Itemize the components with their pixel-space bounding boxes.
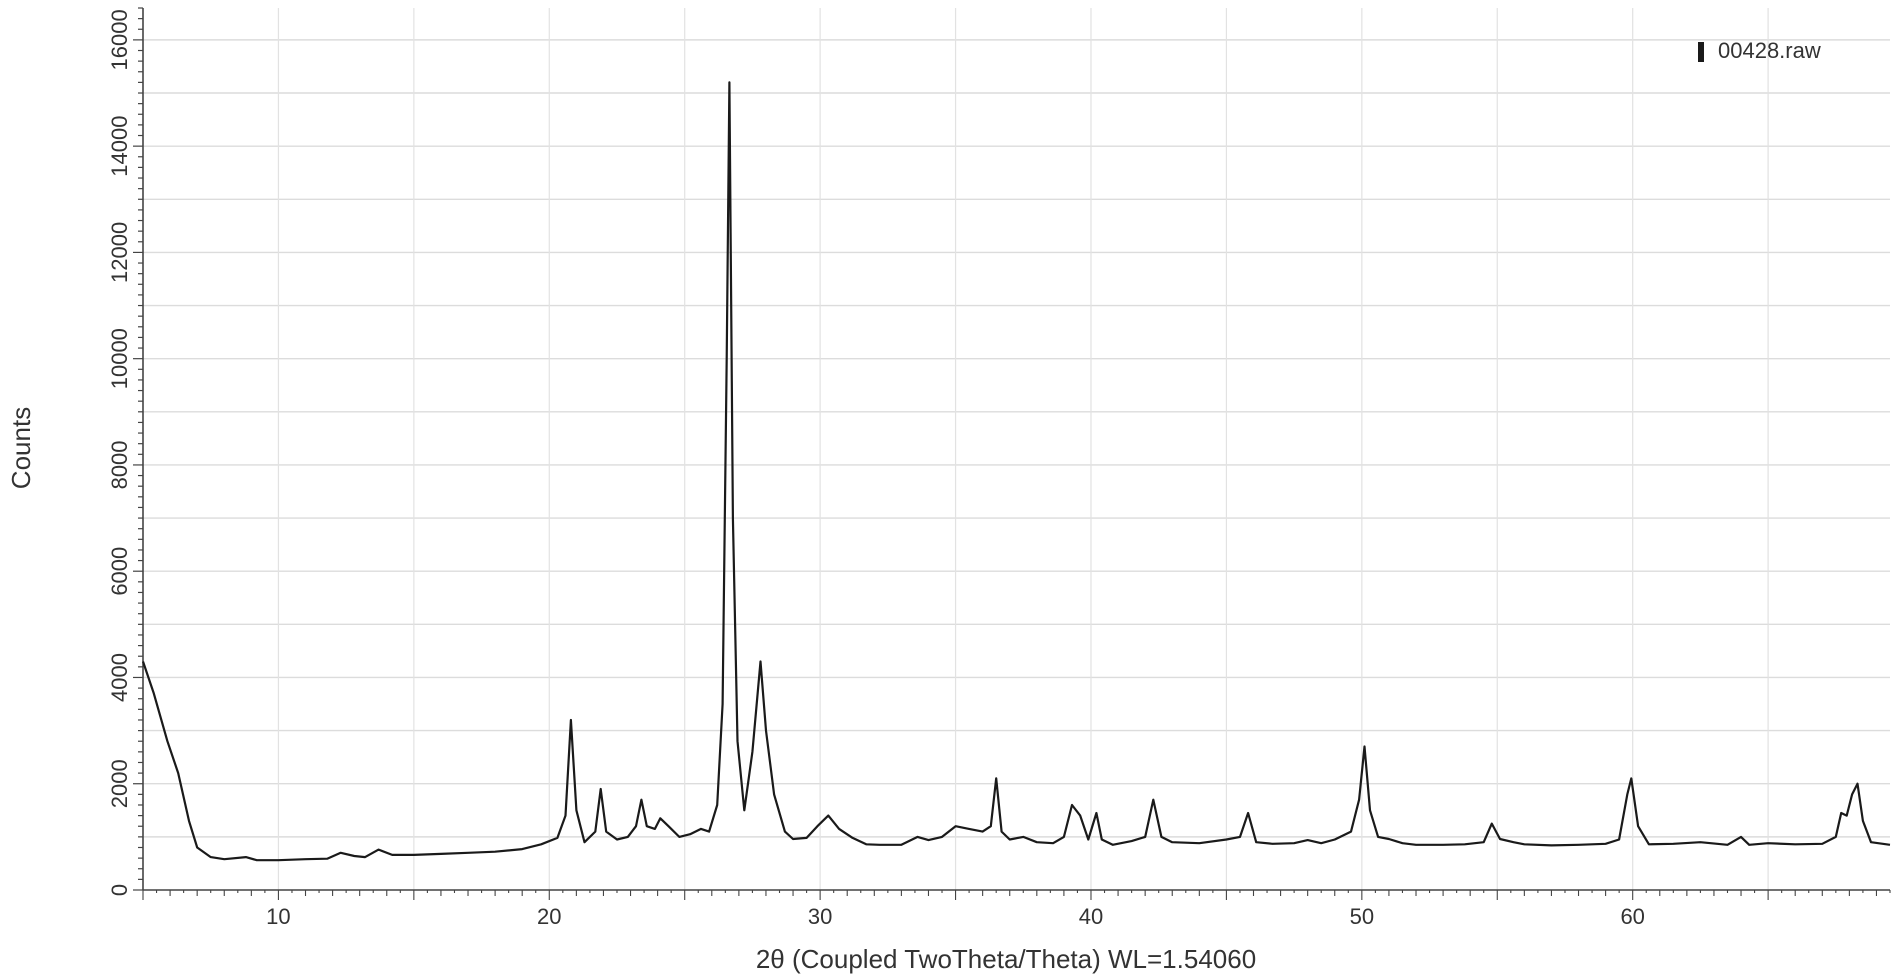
y-tick-label: 4000 bbox=[107, 653, 132, 702]
y-axis: 0 2000 4000 6000 8000 10000 12000 14000 16000 bbox=[107, 7, 144, 896]
x-tick-label: 30 bbox=[808, 904, 832, 929]
x-tick-label: 40 bbox=[1079, 904, 1103, 929]
legend: 00428.raw bbox=[1698, 38, 1821, 63]
y-axis-title: Counts bbox=[6, 407, 36, 489]
x-axis: 10 20 30 40 50 60 bbox=[142, 889, 1891, 929]
legend-label: 00428.raw bbox=[1718, 38, 1821, 63]
legend-swatch-icon bbox=[1698, 42, 1704, 62]
y-tick-label: 8000 bbox=[107, 440, 132, 489]
series-group bbox=[141, 81, 1891, 862]
x-axis-title: 2θ (Coupled TwoTheta/Theta) WL=1.54060 bbox=[756, 944, 1256, 974]
y-tick-label: 12000 bbox=[107, 222, 132, 283]
y-tick-label: 14000 bbox=[107, 116, 132, 177]
grid-lines bbox=[143, 8, 1890, 890]
y-tick-label: 0 bbox=[107, 884, 132, 896]
y-tick-label: 2000 bbox=[107, 759, 132, 808]
x-tick-label: 20 bbox=[537, 904, 561, 929]
x-tick-label: 50 bbox=[1350, 904, 1374, 929]
series-line bbox=[141, 81, 1891, 862]
y-tick-label: 16000 bbox=[107, 9, 132, 70]
x-tick-label: 10 bbox=[266, 904, 290, 929]
y-tick-label: 6000 bbox=[107, 547, 132, 596]
y-tick-label: 10000 bbox=[107, 328, 132, 389]
x-tick-label: 60 bbox=[1620, 904, 1644, 929]
